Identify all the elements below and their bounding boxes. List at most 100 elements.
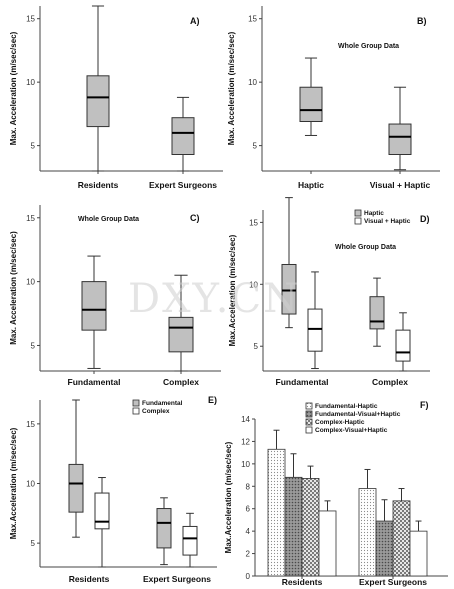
y-tick-label: 0 xyxy=(246,572,251,581)
box-iqr xyxy=(299,86,323,122)
y-axis-label: Max.Acceleration (m/sec/sec) xyxy=(228,234,237,346)
box-plot xyxy=(395,312,411,372)
y-axis-label: Max. Acceleration (m/sec/sec) xyxy=(227,31,236,145)
y-axis-label: Max. Acceleration (m/sec/sec) xyxy=(9,231,18,345)
y-tick-label: 5 xyxy=(31,341,36,350)
legend-label: Fundamental xyxy=(142,400,183,407)
panel-label: A) xyxy=(190,16,200,26)
y-tick-label: 5 xyxy=(31,539,36,548)
bar xyxy=(392,488,411,577)
bar xyxy=(358,468,377,577)
legend-label: Visual + Haptic xyxy=(364,218,411,225)
category-label: Residents xyxy=(69,574,110,584)
panel-label: D) xyxy=(420,214,430,224)
y-tick-label: 15 xyxy=(248,15,257,24)
box-iqr xyxy=(68,463,84,513)
legend-label: Complex xyxy=(142,408,170,415)
legend-swatch xyxy=(305,402,313,410)
box-plot xyxy=(94,477,110,568)
y-tick-label: 15 xyxy=(26,420,35,429)
legend-swatch xyxy=(354,209,362,217)
bar-rect xyxy=(375,520,394,577)
bar xyxy=(284,453,303,577)
box-iqr xyxy=(369,296,385,330)
bar-rect xyxy=(409,530,428,577)
y-axis-label: Max.Acceleration (m/sec/sec) xyxy=(9,427,18,539)
y-tick-label: 5 xyxy=(31,142,36,151)
category-label: Haptic xyxy=(298,180,324,190)
box-plot xyxy=(388,86,412,171)
legend-label: Complex-Visual+Haptic xyxy=(315,427,388,434)
legend-label: Complex-Haptic xyxy=(315,419,365,426)
y-tick-label: 10 xyxy=(248,78,257,87)
category-label: Visual + Haptic xyxy=(370,180,431,190)
category-label: Expert Surgeons xyxy=(149,180,217,190)
box-plot xyxy=(307,271,323,370)
box-plot xyxy=(182,512,198,568)
panel-label: B) xyxy=(417,16,427,26)
y-tick-label: 10 xyxy=(26,278,35,287)
y-tick-label: 10 xyxy=(26,480,35,489)
box-plot xyxy=(369,277,385,347)
bar xyxy=(318,500,337,577)
panel-c: 5 10 15 Fundamental Complex Max. Acceleration… xyxy=(9,205,221,387)
box-plot xyxy=(281,197,297,329)
y-tick-label: 14 xyxy=(241,415,250,424)
y-tick-label: 6 xyxy=(246,505,251,514)
category-label: Residents xyxy=(78,180,119,190)
box-iqr xyxy=(171,117,195,155)
panel-f: 0 2 4 6 8 10 12 14 Residents Expert Surgeons Max.A… xyxy=(224,400,448,587)
y-tick-label: 15 xyxy=(26,214,35,223)
box-plot xyxy=(168,274,194,372)
box-plot xyxy=(171,96,195,172)
panel-label: C) xyxy=(190,213,200,223)
box-plot xyxy=(86,5,110,172)
bar xyxy=(267,429,286,577)
legend-swatch xyxy=(132,407,140,415)
category-label: Fundamental xyxy=(68,377,121,387)
legend-swatch xyxy=(354,217,362,225)
legend-swatch xyxy=(132,399,140,407)
legend-swatch xyxy=(305,426,313,434)
annotation-text: Whole Group Data xyxy=(338,43,399,50)
box-iqr xyxy=(182,525,198,556)
panel-e: 5 10 15 Residents Expert Surgeons Max.Acceler… xyxy=(9,395,217,584)
category-label: Complex xyxy=(163,377,199,387)
y-tick-label: 10 xyxy=(241,460,250,469)
panel-label: E) xyxy=(208,395,217,405)
bar-rect xyxy=(358,488,377,577)
y-tick-label: 2 xyxy=(246,550,251,559)
legend-swatch xyxy=(305,418,313,426)
y-tick-label: 12 xyxy=(241,437,250,446)
panel-d: 5 10 15 Fundamental Complex Max.Acceleration … xyxy=(228,197,430,387)
legend-label: Fundamental-Haptic xyxy=(315,403,378,410)
y-axis-label: Max. Acceleration (m/sec/sec) xyxy=(9,31,18,145)
y-axis-label: Max.Acceleration (m/sec/sec) xyxy=(224,441,233,553)
category-label: Complex xyxy=(372,377,408,387)
box-iqr xyxy=(307,308,323,352)
legend-label: Haptic xyxy=(364,210,384,217)
y-tick-label: 8 xyxy=(246,482,251,491)
bar-rect xyxy=(284,476,303,577)
y-tick-label: 15 xyxy=(26,15,35,24)
y-tick-label: 5 xyxy=(254,342,259,351)
category-label: Expert Surgeons xyxy=(359,577,427,587)
box-plot xyxy=(68,399,84,538)
category-label: Expert Surgeons xyxy=(143,574,211,584)
box-iqr xyxy=(156,508,172,549)
bar-rect xyxy=(301,478,320,577)
bar xyxy=(375,499,394,577)
y-tick-label: 10 xyxy=(26,78,35,87)
box-iqr xyxy=(94,492,110,530)
annotation-text: Whole Group Data xyxy=(335,244,396,251)
y-tick-label: 4 xyxy=(246,527,251,536)
box-iqr xyxy=(395,329,411,362)
box-iqr xyxy=(81,281,107,331)
annotation-text: Whole Group Data xyxy=(78,216,139,223)
watermark: DXY.CN xyxy=(128,276,300,322)
y-tick-label: 15 xyxy=(249,218,258,227)
bar xyxy=(409,520,428,577)
category-label: Fundamental xyxy=(276,377,329,387)
bar-rect xyxy=(392,500,411,577)
